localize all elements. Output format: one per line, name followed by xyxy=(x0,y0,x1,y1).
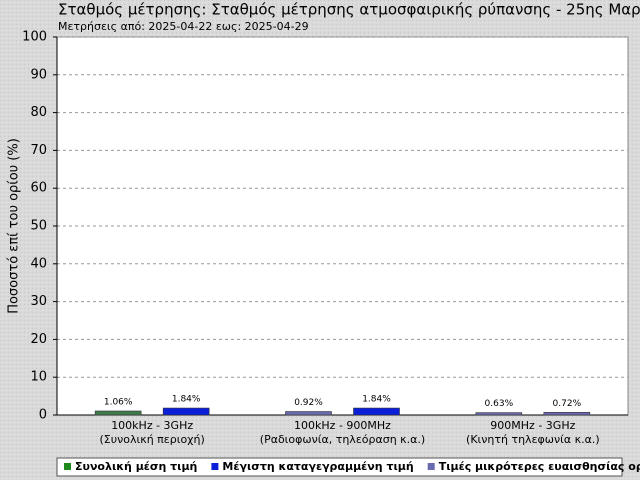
value-label: 1.06% xyxy=(104,397,133,407)
value-label: 0.72% xyxy=(553,399,582,409)
y-tick-label: 0 xyxy=(39,408,47,423)
value-label: 0.92% xyxy=(294,398,323,408)
legend-swatch xyxy=(211,463,219,470)
legend-swatch xyxy=(64,463,71,470)
chart-subtitle: Μετρήσεις από: 2025-04-22 εως: 2025-04-2… xyxy=(58,20,309,33)
x-tick-label: (Συνολική περιοχή) xyxy=(100,433,205,446)
bar xyxy=(94,410,142,416)
legend xyxy=(56,457,623,477)
y-tick-label: 80 xyxy=(30,105,47,120)
y-tick-label: 20 xyxy=(30,332,47,347)
y-tick-label: 90 xyxy=(30,67,47,82)
y-tick-label: 100 xyxy=(22,30,47,45)
bar xyxy=(285,411,332,416)
x-tick-label: (Κινητή τηλεφωνία κ.α.) xyxy=(466,433,600,446)
bar xyxy=(543,411,591,416)
y-axis-label: Ποσοστό επί του ορίου (%) xyxy=(7,138,22,314)
x-tick-label: 900MHz - 3GHz xyxy=(490,419,575,432)
y-tick-label: 40 xyxy=(30,256,47,271)
x-tick-label: 100kHz - 3GHz xyxy=(111,419,193,432)
y-tick-label: 70 xyxy=(30,143,47,158)
value-label: 1.84% xyxy=(172,395,201,405)
y-tick-label: 10 xyxy=(30,370,47,385)
legend-label: Τιμές μικρότερες ευαισθησίας οργάνου xyxy=(439,460,640,473)
x-tick-label: 100kHz - 900MHz xyxy=(294,419,391,432)
legend-label: Μέγιστη καταγεγραμμένη τιμή xyxy=(222,460,413,473)
value-label: 1.84% xyxy=(362,395,391,405)
value-label: 0.63% xyxy=(485,399,514,409)
x-tick-label: (Ραδιοφωνία, τηλεόραση κ.α.) xyxy=(260,433,425,446)
legend-swatch xyxy=(427,463,435,470)
chart-title: Σταθμός μέτρησης: Σταθμός μέτρησης ατμοσ… xyxy=(58,1,640,19)
bar xyxy=(162,407,210,416)
legend-label: Συνολική μέση τιμή xyxy=(75,460,197,473)
bar xyxy=(353,407,400,416)
y-tick-label: 50 xyxy=(30,219,47,234)
bar xyxy=(475,412,523,416)
y-tick-label: 60 xyxy=(30,181,47,196)
y-tick-label: 30 xyxy=(30,294,47,309)
